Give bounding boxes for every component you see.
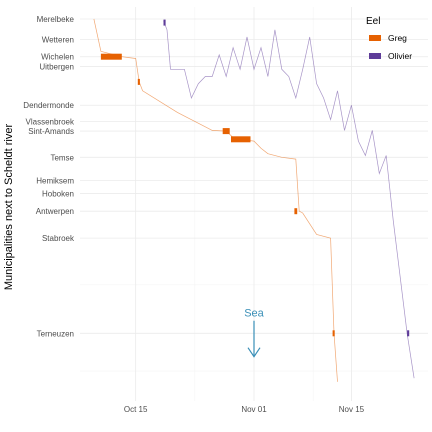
series-layer (93, 18, 415, 382)
y-tick-label: Dendermonde (23, 101, 74, 110)
y-tick-label: Temse (50, 153, 74, 162)
y-tick-label: Hoboken (42, 190, 74, 199)
legend-title: Eel (366, 16, 380, 27)
stationary-mark-greg (294, 208, 298, 215)
stationary-mark-olivier (407, 330, 410, 337)
y-tick-label: Vlassenbroek (26, 117, 75, 126)
y-tick-label: Uitbergen (39, 62, 74, 71)
y-tick-label: Hemiksem (36, 177, 74, 186)
y-tick-label: Stabroek (42, 234, 75, 243)
legend: Eel Greg Olivier (366, 16, 412, 61)
sea-annotation: Sea (244, 308, 265, 358)
stationary-mark-greg (222, 128, 230, 135)
stationary-mark-greg (332, 330, 335, 337)
x-tick-label: Oct 15 (124, 405, 148, 414)
x-tick-label: Nov 01 (241, 405, 267, 414)
legend-swatch-olivier (369, 53, 381, 59)
y-tick-label: Wetteren (42, 35, 74, 44)
x-tick-label: Nov 15 (339, 405, 365, 414)
stationary-mark-greg (100, 53, 122, 60)
stationary-mark-olivier (163, 19, 166, 26)
stationary-mark-greg (231, 136, 251, 143)
x-axis-ticks: Oct 15 Nov 01 Nov 15 (124, 405, 365, 414)
y-tick-label: Terneuzen (37, 329, 74, 338)
legend-label-greg: Greg (388, 33, 407, 43)
legend-swatch-greg (369, 35, 381, 41)
stationary-mark-greg (137, 78, 140, 85)
y-axis-title: Municipalities next to Scheldt river (3, 124, 15, 291)
y-tick-label: Sint-Amands (28, 127, 74, 136)
sea-label: Sea (244, 308, 264, 320)
series-line-olivier (163, 20, 415, 379)
y-tick-label: Antwerpen (36, 207, 74, 216)
sea-arrow-head-icon (247, 347, 261, 358)
legend-label-olivier: Olivier (388, 51, 412, 61)
y-tick-label: Merelbeke (37, 15, 75, 24)
y-tick-label: Wichelen (41, 53, 74, 62)
